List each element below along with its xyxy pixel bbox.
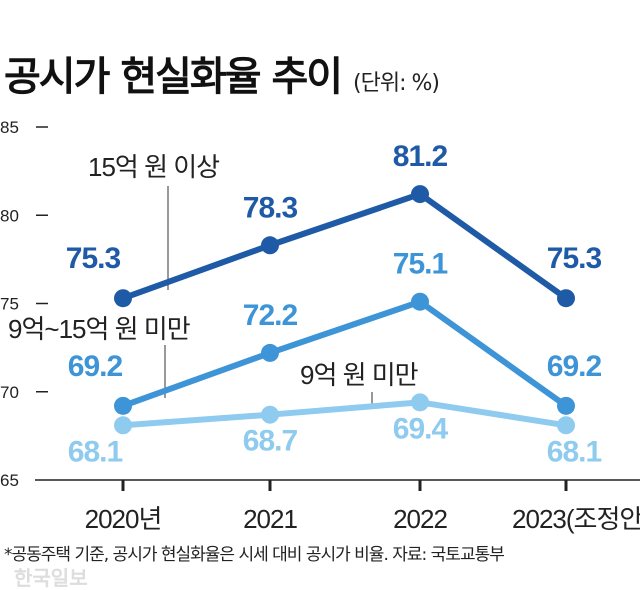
data-label: 75.3 bbox=[547, 242, 602, 275]
data-label: 68.1 bbox=[547, 435, 602, 468]
legend-label: 9억 원 미만 bbox=[300, 360, 418, 390]
y-tick-label: 85 bbox=[0, 118, 19, 137]
data-label: 69.2 bbox=[68, 350, 123, 383]
footnote: *공동주택 기준, 공시가 현실화율은 시세 대비 공시가 비율. 자료: 국토… bbox=[4, 545, 505, 565]
data-point bbox=[557, 416, 575, 435]
data-point bbox=[261, 236, 279, 255]
y-tick-label: 70 bbox=[0, 383, 19, 402]
legend-label: 9억~15억 원 미만 bbox=[8, 314, 190, 344]
x-tick-label: 2023(조정안) bbox=[512, 504, 640, 534]
data-point bbox=[557, 396, 575, 415]
x-tick-label: 2022 bbox=[393, 504, 447, 534]
data-point bbox=[261, 343, 279, 362]
x-tick-label: 2020년 bbox=[85, 504, 162, 534]
data-label: 68.7 bbox=[243, 425, 298, 458]
y-tick-label: 65 bbox=[0, 471, 19, 490]
series-line bbox=[122, 399, 567, 429]
data-label: 69.2 bbox=[547, 350, 602, 383]
data-point bbox=[114, 416, 132, 435]
y-tick-label: 75 bbox=[0, 295, 19, 314]
chart-title: 공시가 현실화율 추이 (단위: %) bbox=[4, 54, 440, 100]
data-label: 68.1 bbox=[68, 435, 123, 468]
data-point bbox=[557, 289, 575, 308]
series-line bbox=[121, 298, 568, 409]
data-point bbox=[114, 289, 132, 308]
data-point bbox=[411, 292, 429, 311]
data-label: 75.3 bbox=[66, 242, 121, 275]
data-label: 81.2 bbox=[393, 140, 448, 173]
data-point bbox=[411, 185, 429, 204]
watermark: 한국일보 bbox=[14, 566, 88, 590]
data-label: 69.4 bbox=[393, 412, 449, 445]
data-label: 72.2 bbox=[243, 299, 298, 332]
data-point bbox=[261, 405, 279, 424]
data-label: 78.3 bbox=[243, 191, 298, 224]
data-point bbox=[114, 396, 132, 415]
data-label: 75.1 bbox=[393, 248, 448, 281]
data-point bbox=[411, 393, 429, 412]
legend-label: 15억 원 이상 bbox=[88, 152, 219, 182]
y-tick-label: 80 bbox=[0, 206, 19, 225]
x-tick-label: 2021 bbox=[243, 504, 297, 534]
series-line bbox=[121, 191, 568, 302]
unit-label: (단위: %) bbox=[353, 71, 440, 96]
